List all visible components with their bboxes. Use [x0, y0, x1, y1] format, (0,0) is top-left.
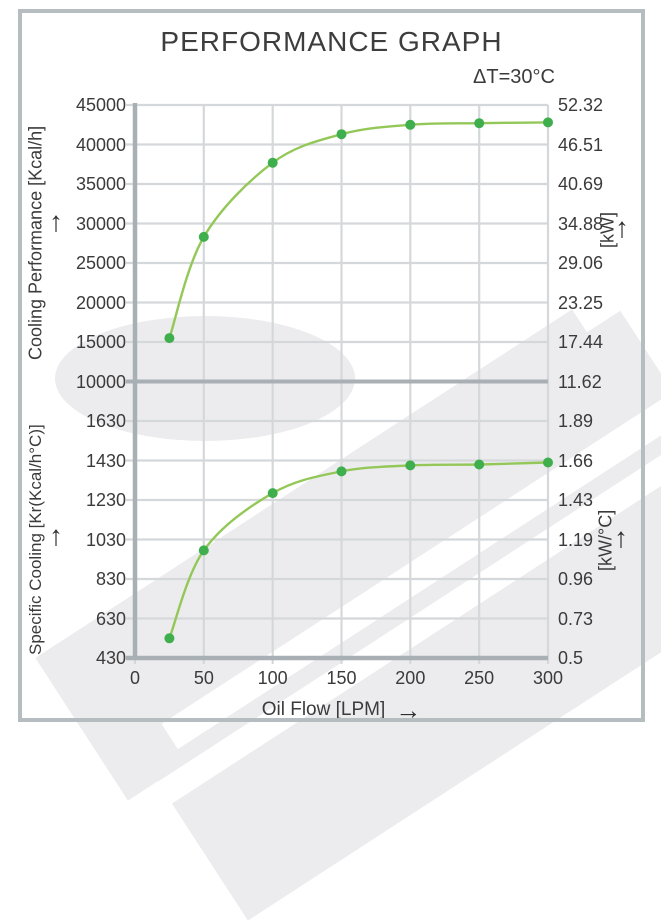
y-tick-right-top: 23.25: [558, 292, 604, 313]
y-tick-right-top: 46.51: [558, 134, 604, 155]
y-tick-right-top: 34.88: [558, 213, 604, 234]
y-tick-left-bottom: 830: [95, 569, 126, 589]
up-arrow-icon: ↑: [49, 206, 63, 237]
y-tick-left-top: 15000: [75, 332, 126, 352]
x-axis-title-text: Oil Flow [LPM]: [261, 699, 386, 720]
y-tick-left-top: 40000: [75, 134, 126, 155]
y-tick-right-top: 11.62: [558, 371, 602, 392]
y-tick-right-bottom: 1.89: [558, 411, 594, 431]
y-tick-left-bottom: 1430: [85, 450, 126, 471]
x-tick: 150: [326, 668, 357, 688]
y-tick-right-top: 29.06: [558, 253, 604, 273]
up-arrow-icon: ↑: [615, 212, 629, 243]
plot-area: [126, 103, 553, 664]
y-tick-left-top: 10000: [75, 371, 126, 392]
y-tick-left-bottom: 630: [95, 608, 126, 629]
y-tick-right-bottom: 0.73: [558, 608, 594, 629]
y-tick-left-top: 25000: [75, 253, 126, 273]
delta-t-annotation: ΔT=30°C: [473, 66, 555, 88]
y-tick-right-top: 40.69: [558, 174, 604, 194]
x-tick: 0: [129, 668, 140, 688]
y-tick-right-top: 17.44: [558, 332, 604, 352]
performance-graph-page: { "title": "PERFORMANCE GRAPH", "annotat…: [18, 9, 661, 921]
y-tick-left-top: 35000: [75, 174, 126, 194]
y-tick-left-top: 20000: [75, 292, 126, 313]
x-tick: 100: [257, 668, 288, 688]
y-tick-left-bottom: 430: [95, 648, 126, 668]
up-arrow-icon: ↑: [49, 520, 63, 551]
y-tick-right-bottom: 1.19: [558, 529, 594, 550]
y-tick-right-bottom: 1.66: [558, 450, 594, 471]
y-tick-right-top: 52.32: [558, 95, 604, 115]
y-tick-left-top: 45000: [75, 95, 126, 115]
y-tick-left-bottom: 1030: [85, 529, 126, 550]
y-tick-right-bottom: 1.43: [558, 490, 594, 510]
y-tick-right-bottom: 0.96: [558, 569, 594, 589]
x-tick: 300: [532, 668, 564, 688]
y-tick-left-bottom: 1630: [85, 411, 126, 431]
y-tick-left-top: 30000: [75, 213, 126, 234]
x-axis-title: Oil Flow [LPM] →: [135, 695, 548, 725]
up-arrow-icon: ↑: [614, 522, 628, 553]
page-title: PERFORMANCE GRAPH: [160, 26, 503, 57]
x-tick: 200: [395, 668, 426, 688]
right-arrow-icon: →: [395, 695, 422, 725]
y-tick-left-bottom: 1230: [85, 490, 126, 510]
y-tick-right-bottom: 0.5: [558, 648, 584, 668]
x-tick: 50: [193, 668, 214, 688]
x-tick: 250: [464, 668, 495, 688]
